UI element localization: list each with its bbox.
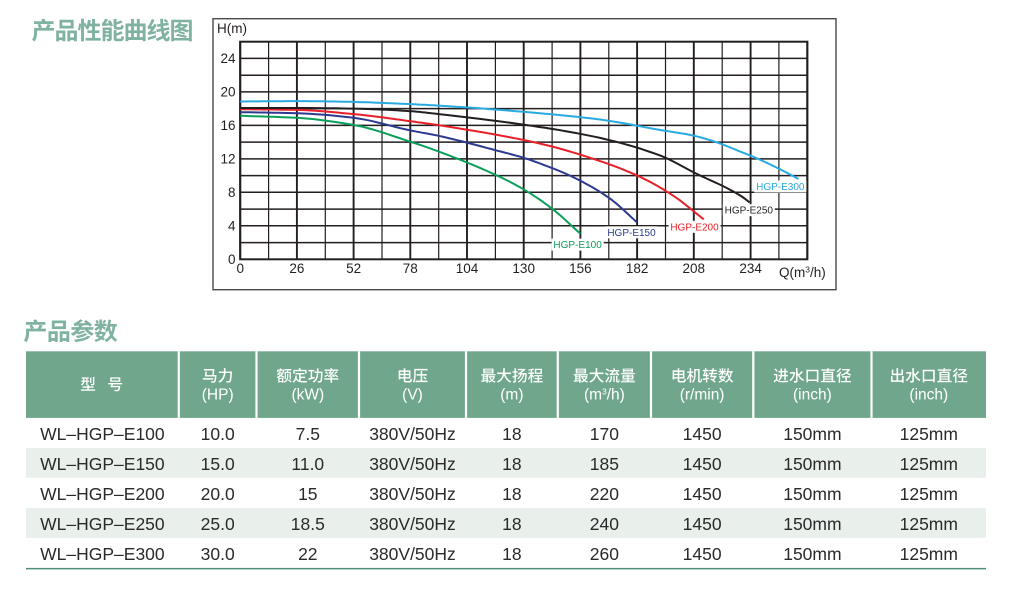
svg-text:125mm: 125mm xyxy=(900,484,958,504)
svg-text:1450: 1450 xyxy=(683,514,722,534)
svg-text:18: 18 xyxy=(502,454,521,474)
svg-text:150mm: 150mm xyxy=(783,514,841,534)
svg-text:0: 0 xyxy=(236,261,244,276)
svg-text:220: 220 xyxy=(590,484,619,504)
svg-text:130: 130 xyxy=(512,261,535,276)
svg-text:380V/50Hz: 380V/50Hz xyxy=(369,484,456,504)
svg-text:8: 8 xyxy=(228,185,236,200)
svg-text:380V/50Hz: 380V/50Hz xyxy=(369,514,456,534)
svg-text:11.0: 11.0 xyxy=(291,454,324,474)
svg-text:(V): (V) xyxy=(402,386,423,403)
svg-text:18: 18 xyxy=(502,484,521,504)
svg-text:WL–HGP–E250: WL–HGP–E250 xyxy=(40,514,165,534)
svg-text:WL–HGP–E100: WL–HGP–E100 xyxy=(40,424,165,444)
svg-text:78: 78 xyxy=(403,261,418,276)
svg-text:380V/50Hz: 380V/50Hz xyxy=(369,424,456,444)
svg-text:18: 18 xyxy=(502,514,521,534)
svg-text:26: 26 xyxy=(289,261,304,276)
svg-text:182: 182 xyxy=(626,261,649,276)
svg-text:WL–HGP–E150: WL–HGP–E150 xyxy=(40,454,165,474)
svg-text:HGP-E300: HGP-E300 xyxy=(756,182,805,193)
svg-text:H(m): H(m) xyxy=(217,21,247,36)
svg-text:150mm: 150mm xyxy=(783,454,841,474)
svg-text:240: 240 xyxy=(590,514,619,534)
svg-text:260: 260 xyxy=(590,544,619,564)
svg-text:380V/50Hz: 380V/50Hz xyxy=(369,544,456,564)
svg-text:(m3/h): (m3/h) xyxy=(584,386,625,403)
svg-text:4: 4 xyxy=(228,219,236,234)
svg-text:1450: 1450 xyxy=(683,484,722,504)
svg-text:10.0: 10.0 xyxy=(201,424,235,444)
svg-text:125mm: 125mm xyxy=(900,424,958,444)
svg-text:208: 208 xyxy=(683,261,706,276)
svg-text:(inch): (inch) xyxy=(909,386,948,403)
svg-text:125mm: 125mm xyxy=(900,544,958,564)
svg-text:WL–HGP–E300: WL–HGP–E300 xyxy=(40,544,165,564)
svg-text:150mm: 150mm xyxy=(783,544,841,564)
svg-text:(m): (m) xyxy=(500,386,523,403)
svg-text:24: 24 xyxy=(220,51,236,66)
svg-text:Q(m3/h): Q(m3/h) xyxy=(779,264,826,280)
svg-text:HGP-E250: HGP-E250 xyxy=(725,206,774,217)
svg-text:1450: 1450 xyxy=(683,544,722,564)
svg-text:234: 234 xyxy=(739,261,762,276)
svg-text:52: 52 xyxy=(346,261,361,276)
svg-text:25.0: 25.0 xyxy=(201,514,235,534)
svg-text:125mm: 125mm xyxy=(900,454,958,474)
svg-text:1450: 1450 xyxy=(683,454,722,474)
svg-text:18.5: 18.5 xyxy=(291,514,325,534)
svg-text:380V/50Hz: 380V/50Hz xyxy=(369,454,456,474)
svg-text:125mm: 125mm xyxy=(900,514,958,534)
svg-text:150mm: 150mm xyxy=(783,484,841,504)
svg-text:12: 12 xyxy=(220,152,235,167)
svg-text:HGP-E100: HGP-E100 xyxy=(553,240,602,251)
svg-text:16: 16 xyxy=(220,118,235,133)
svg-text:15: 15 xyxy=(298,484,317,504)
svg-text:HGP-E200: HGP-E200 xyxy=(670,222,719,233)
svg-text:0: 0 xyxy=(228,252,236,267)
svg-text:HGP-E150: HGP-E150 xyxy=(607,228,656,239)
svg-text:15.0: 15.0 xyxy=(201,454,235,474)
svg-text:20: 20 xyxy=(220,85,235,100)
svg-text:170: 170 xyxy=(590,424,619,444)
svg-text:185: 185 xyxy=(590,454,619,474)
svg-text:104: 104 xyxy=(456,261,479,276)
svg-text:(kW): (kW) xyxy=(291,386,324,403)
svg-text:1450: 1450 xyxy=(683,424,722,444)
svg-text:18: 18 xyxy=(502,544,521,564)
svg-text:7.5: 7.5 xyxy=(296,424,320,444)
svg-text:(inch): (inch) xyxy=(793,386,832,403)
svg-text:156: 156 xyxy=(569,261,592,276)
svg-text:(r/min): (r/min) xyxy=(680,386,725,403)
svg-text:WL–HGP–E200: WL–HGP–E200 xyxy=(40,484,165,504)
svg-text:18: 18 xyxy=(502,424,521,444)
svg-text:22: 22 xyxy=(298,544,317,564)
svg-text:20.0: 20.0 xyxy=(201,484,235,504)
svg-text:(HP): (HP) xyxy=(202,386,234,403)
svg-text:30.0: 30.0 xyxy=(201,544,235,564)
svg-text:150mm: 150mm xyxy=(783,424,841,444)
